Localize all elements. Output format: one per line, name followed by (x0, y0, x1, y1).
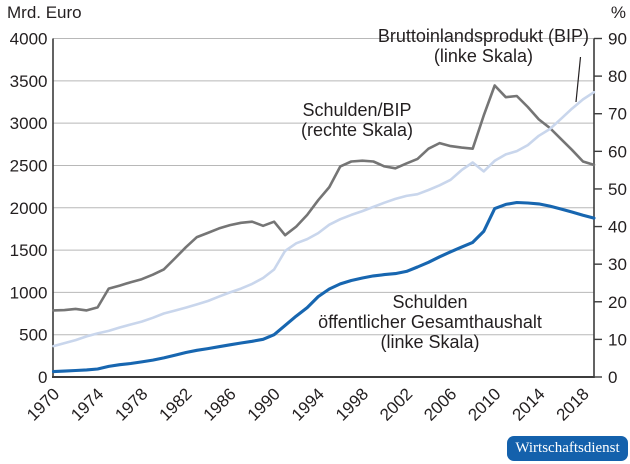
x-axis-tick-label: 2014 (508, 384, 548, 424)
x-axis-tick-label: 1986 (200, 384, 240, 424)
left-axis-tick-label: 3000 (10, 114, 48, 133)
x-axis-tick-label: 2002 (376, 384, 416, 424)
left-axis-tick-label: 0 (38, 368, 47, 387)
x-axis-tick-label: 1982 (156, 384, 196, 424)
left-axis-unit-label: Mrd. Euro (7, 3, 82, 22)
right-axis-tick-label: 10 (608, 330, 627, 349)
bip-series-annotation: Bruttoinlandsprodukt (BIP) (linke Skala) (378, 26, 589, 66)
x-axis-tick-label: 1990 (244, 384, 284, 424)
right-axis-tick-label: 30 (608, 255, 627, 274)
wirtschaftsdienst-badge[interactable]: Wirtschaftsdienst (507, 436, 628, 461)
bip-annotation-pointer-line (575, 56, 582, 103)
debt-annotation-line3: (linke Skala) (380, 332, 480, 352)
ratio-series-annotation: Schulden/BIP (rechte Skala) (301, 100, 413, 140)
debt-series-annotation: Schulden öffentlicher Gesamthaushalt (li… (318, 292, 542, 352)
right-axis-unit-label: % (610, 3, 626, 22)
left-axis-tick-label: 1500 (10, 241, 48, 260)
x-axis-tick-label: 2006 (420, 384, 460, 424)
right-axis-tick-label: 50 (608, 180, 627, 199)
right-axis-tick-label: 0 (608, 368, 617, 387)
x-axis-tick-label: 1994 (288, 384, 328, 424)
ratio-line (52, 84, 596, 312)
right-axis-tick-label: 20 (608, 293, 627, 312)
x-axis-tick-label: 2018 (553, 384, 593, 424)
left-axis-tick-label: 3500 (10, 72, 48, 91)
ratio-annotation-line1: Schulden/BIP (302, 100, 412, 120)
debt-annotation-line1: Schulden (392, 292, 468, 312)
bip-annotation-line2: (linke Skala) (433, 46, 533, 66)
debt-annotation-line2: öffentlicher Gesamthaushalt (318, 312, 542, 332)
left-axis-tick-label: 500 (19, 326, 47, 345)
bip-line (52, 90, 596, 348)
debt-line (51, 200, 596, 374)
right-axis-tick-label: 40 (608, 218, 627, 237)
x-axis-tick-label: 1978 (111, 384, 151, 424)
left-axis-tick-label: 2000 (10, 199, 48, 218)
left-axis-tick-label: 1000 (10, 283, 48, 302)
right-axis-tick-label: 70 (608, 105, 627, 124)
x-axis-tick-label: 1998 (332, 384, 372, 424)
x-axis-tick-label: 1974 (67, 384, 107, 424)
left-axis-tick-label: 2500 (10, 156, 48, 175)
right-axis-tick-label: 60 (608, 142, 627, 161)
left-axis-tick-label: 4000 (10, 30, 48, 49)
right-axis-tick-label: 90 (608, 30, 627, 49)
bip-annotation-line1: Bruttoinlandsprodukt (BIP) (377, 26, 589, 46)
x-axis-tick-label: 2010 (464, 384, 504, 424)
ratio-annotation-line2: (rechte Skala) (300, 120, 414, 140)
x-axis-tick-label: 1970 (23, 384, 63, 424)
right-axis-tick-label: 80 (608, 67, 627, 86)
